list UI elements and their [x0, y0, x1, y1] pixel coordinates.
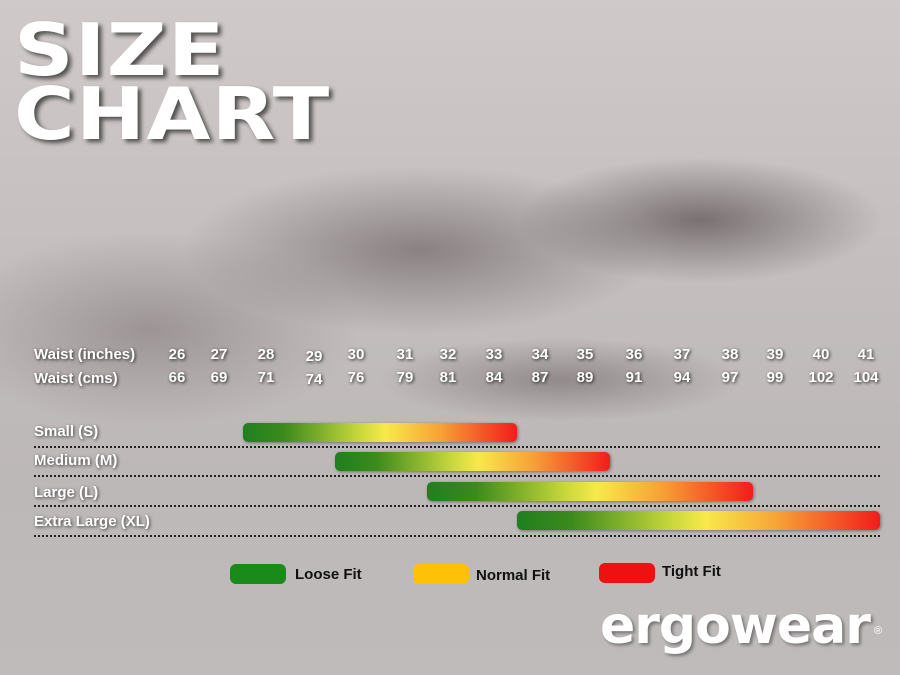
tick-inches: 37 [673, 346, 691, 363]
tick-cms: 87 [531, 369, 549, 386]
tick-cms: 79 [396, 369, 414, 386]
tick-inches: 33 [485, 346, 503, 363]
row-header-cms: Waist (cms) [34, 370, 118, 387]
divider [34, 505, 880, 507]
tick-inches: 36 [625, 346, 643, 363]
brand-logo: ergowear [600, 596, 871, 656]
legend-label-tight: Tight Fit [662, 563, 721, 580]
divider [34, 446, 880, 448]
tick-cms: 71 [257, 369, 275, 386]
tick-inches: 38 [721, 346, 739, 363]
title-line-2: CHART [14, 72, 331, 156]
tick-cms: 104 [853, 369, 879, 386]
size-range-bar-2 [426, 482, 753, 501]
row-header-inches: Waist (inches) [34, 346, 136, 363]
tick-cms: 99 [766, 369, 784, 386]
size-range-bar-3 [517, 511, 880, 530]
tick-cms: 89 [576, 369, 594, 386]
tick-cms: 81 [439, 369, 457, 386]
tick-cms: 76 [347, 369, 365, 386]
size-range-bar-1 [335, 452, 610, 471]
tick-inches: 32 [439, 346, 457, 363]
tick-inches: 40 [812, 346, 830, 363]
tick-cms: 91 [625, 369, 643, 386]
legend-label-normal: Normal Fit [476, 567, 551, 584]
tick-inches: 35 [576, 346, 594, 363]
legend-label-loose: Loose Fit [295, 566, 362, 583]
registered-mark: ® [874, 625, 883, 637]
tick-cms: 102 [808, 369, 834, 386]
divider [34, 475, 880, 477]
tick-cms: 66 [168, 369, 186, 386]
legend-swatch-normal [413, 564, 469, 584]
tick-inches: 29 [305, 348, 323, 365]
tick-cms: 97 [721, 369, 739, 386]
legend-swatch-tight [599, 563, 655, 583]
size-range-bar-0 [242, 423, 517, 442]
tick-cms: 94 [673, 369, 691, 386]
tick-inches: 30 [347, 346, 365, 363]
title-line-1: SIZE [14, 8, 226, 92]
tick-inches: 26 [168, 346, 186, 363]
size-label-large: Large (L) [34, 484, 99, 501]
tick-cms: 84 [485, 369, 503, 386]
size-label-xl: Extra Large (XL) [34, 513, 150, 530]
tick-inches: 31 [396, 346, 414, 363]
tick-cms: 74 [305, 371, 323, 388]
tick-inches: 41 [857, 346, 875, 363]
tick-inches: 27 [210, 346, 228, 363]
tick-inches: 39 [766, 346, 784, 363]
tick-inches: 34 [531, 346, 549, 363]
divider [34, 535, 880, 537]
tick-cms: 69 [210, 369, 228, 386]
size-label-small: Small (S) [34, 423, 99, 440]
size-label-medium: Medium (M) [34, 452, 118, 469]
legend-swatch-loose [230, 564, 286, 584]
tick-inches: 28 [257, 346, 275, 363]
